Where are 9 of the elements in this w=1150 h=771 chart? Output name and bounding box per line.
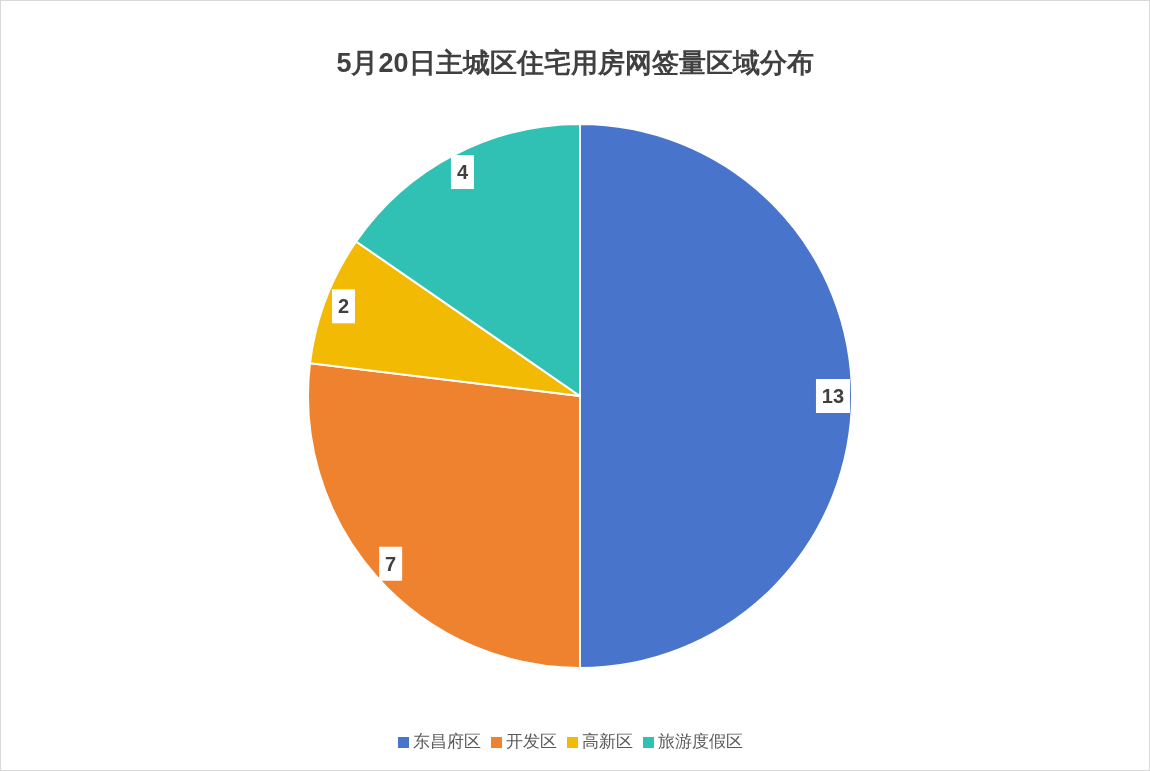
data-label: 13 <box>821 385 845 407</box>
legend-label: 开发区 <box>505 732 557 751</box>
chart-title: 5月20日主城区住宅用房网签量区域分布 <box>335 47 815 80</box>
legend-label: 东昌府区 <box>412 732 481 751</box>
legend-label: 高新区 <box>581 732 633 751</box>
data-label: 7 <box>385 552 397 575</box>
legend-label: 旅游度假区 <box>657 732 743 751</box>
data-label: 4 <box>456 161 469 184</box>
data-label: 2 <box>337 295 350 318</box>
